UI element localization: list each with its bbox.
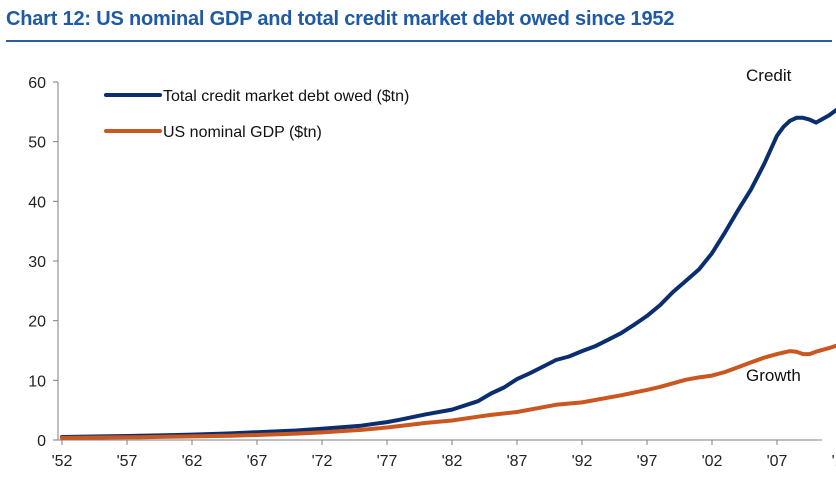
x-tick-label: '02 bbox=[702, 453, 723, 470]
x-tick-label: '82 bbox=[442, 453, 463, 470]
y-tick-label: 50 bbox=[28, 135, 46, 152]
y-tick-label: 30 bbox=[28, 254, 46, 271]
y-tick-label: 10 bbox=[28, 373, 46, 390]
title-underline bbox=[6, 40, 832, 42]
x-tick-label: '62 bbox=[182, 453, 203, 470]
y-tick-label: 40 bbox=[28, 194, 46, 211]
legend: Total credit market debt owed ($tn) US no… bbox=[104, 88, 409, 141]
chart-title: Chart 12: US nominal GDP and total credi… bbox=[6, 8, 675, 30]
series-line-gdp bbox=[60, 343, 836, 440]
x-axis: '52 '57 '62 '67 '72 '77 '82 '87 '92 '97 '02 '07 '12 bbox=[52, 439, 836, 470]
annotation-growth: Growth bbox=[746, 366, 801, 385]
legend-label: US nominal GDP ($tn) bbox=[163, 124, 322, 141]
y-tick-label: 0 bbox=[37, 433, 46, 450]
y-axis: 0 10 20 30 40 50 60 bbox=[28, 75, 59, 450]
x-tick-label: '72 bbox=[312, 453, 333, 470]
x-tick-label: '87 bbox=[507, 453, 528, 470]
legend-label: Total credit market debt owed ($tn) bbox=[163, 88, 409, 105]
series-lines bbox=[60, 107, 836, 440]
y-tick-label: 20 bbox=[28, 314, 46, 331]
x-tick-label: '77 bbox=[377, 453, 398, 470]
x-tick-label: '57 bbox=[117, 453, 138, 470]
x-tick-label: '52 bbox=[52, 453, 73, 470]
x-tick-label: '12 bbox=[832, 453, 836, 470]
x-tick-label: '67 bbox=[247, 453, 268, 470]
annotation-credit: Credit bbox=[746, 66, 792, 85]
x-tick-label: '07 bbox=[767, 453, 788, 470]
x-tick-label: '97 bbox=[637, 453, 658, 470]
y-tick-label: 60 bbox=[28, 75, 46, 92]
x-tick-label: '92 bbox=[572, 453, 593, 470]
series-line-credit bbox=[60, 107, 836, 439]
